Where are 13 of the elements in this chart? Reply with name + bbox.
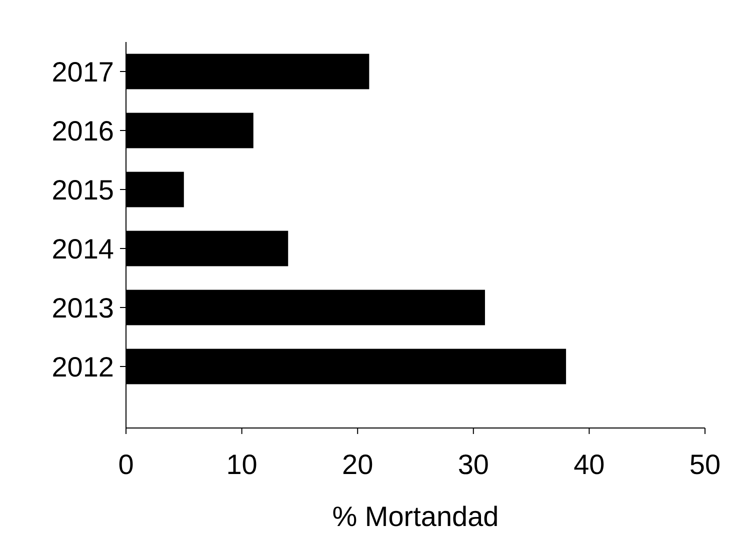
y-tick-label: 2012	[52, 351, 114, 382]
x-tick-label: 0	[118, 449, 134, 480]
x-tick-label: 20	[342, 449, 374, 480]
y-tick-label: 2014	[52, 233, 114, 264]
x-tick-label: 10	[226, 449, 258, 480]
y-tick-label: 2015	[52, 174, 114, 206]
x-tick-label: 50	[689, 449, 721, 480]
y-tick-label: 2013	[52, 292, 114, 324]
y-tick-label: 2016	[52, 115, 114, 146]
x-tick-label: 30	[458, 449, 489, 480]
y-tick-label: 2017	[52, 56, 114, 88]
x-tick-label: 40	[574, 449, 605, 480]
x-axis-title: % Mortandad	[332, 501, 499, 532]
